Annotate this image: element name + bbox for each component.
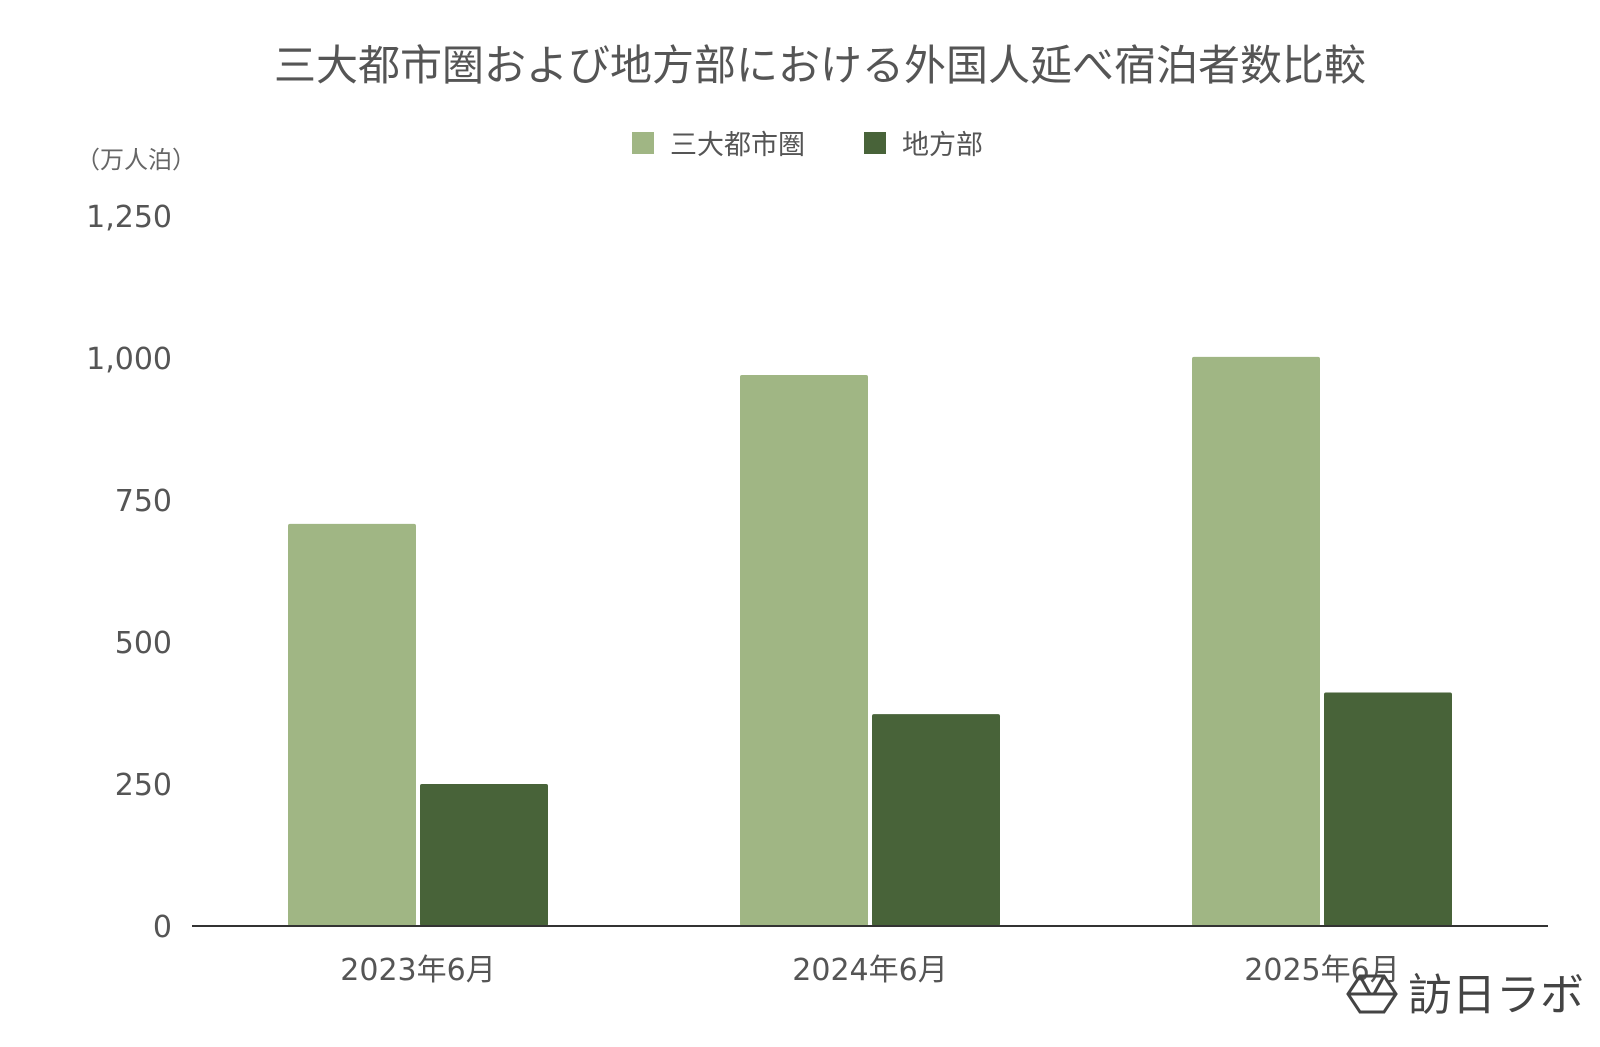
legend-label-metro: 三大都市圏: [670, 130, 805, 161]
legend-swatch-metro: [632, 132, 654, 154]
y-tick-label: 0: [153, 910, 172, 945]
y-tick-label: 1,000: [86, 342, 172, 377]
chart-title: 三大都市圏および地方部における外国人延べ宿泊者数比較: [274, 41, 1366, 90]
x-category-label: 2024年6月: [792, 953, 947, 988]
legend-swatch-regional: [864, 132, 886, 154]
x-category-label: 2025年6月: [1244, 953, 1399, 988]
legend-label-regional: 地方部: [902, 130, 983, 161]
brand-logo-text: 訪日ラボ: [1408, 970, 1584, 1021]
y-tick-label: 1,250: [86, 200, 172, 235]
bar-regional-2: [1324, 692, 1452, 926]
bar-regional-0: [420, 784, 548, 926]
legend: 三大都市圏 地方部: [632, 130, 983, 161]
bar-metro-0: [288, 523, 416, 926]
bar-metro-1: [740, 375, 868, 926]
bar-metro-2: [1192, 356, 1320, 926]
y-axis-unit-label: （万人泊）: [76, 146, 196, 174]
brand-logo: 訪日ラボ: [1346, 970, 1584, 1021]
hexagon-logo-icon: [1346, 974, 1398, 1014]
y-tick-label: 250: [115, 768, 172, 803]
x-category-label: 2023年6月: [340, 953, 495, 988]
y-tick-label: 750: [115, 484, 172, 519]
x-axis-labels: 2023年6月 2024年6月 2025年6月: [340, 953, 1399, 988]
bar-regional-1: [872, 714, 1000, 926]
bars: [288, 356, 1452, 926]
y-axis-ticks: 0 250 500 750 1,000 1,250: [86, 200, 172, 945]
y-tick-label: 500: [115, 626, 172, 661]
